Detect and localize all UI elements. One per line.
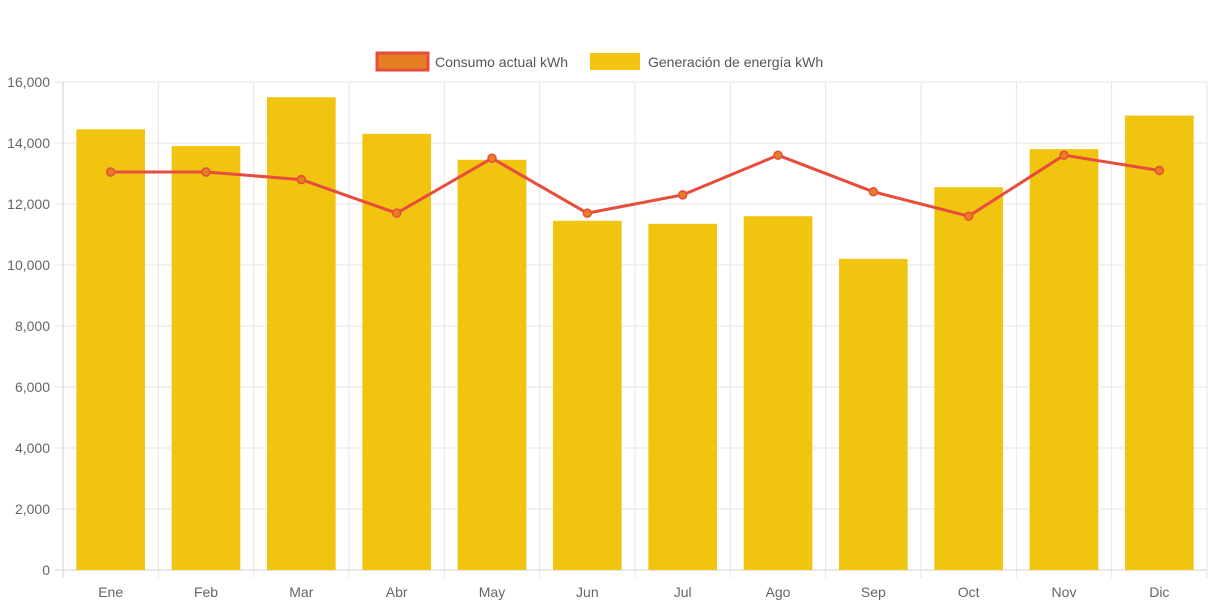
bar-generacion-feb[interactable] — [171, 146, 241, 571]
y-tick-label: 16,000 — [7, 74, 50, 90]
y-tick-label: 2,000 — [15, 501, 50, 517]
bar-generacion-ago[interactable] — [743, 216, 813, 570]
x-tick-label: Abr — [386, 584, 408, 600]
point-consumo-oct[interactable] — [963, 211, 974, 221]
point-consumo-may[interactable] — [487, 153, 497, 163]
x-tick-label: May — [479, 584, 505, 600]
y-tick-label: 0 — [42, 562, 50, 578]
y-tick-label: 8,000 — [15, 318, 50, 334]
x-tick-label: Oct — [958, 584, 980, 600]
x-tick-label: Jun — [576, 584, 599, 600]
bar-generacion-sep[interactable] — [839, 258, 908, 570]
legend-swatch-consumo — [375, 51, 430, 72]
point-consumo-feb[interactable] — [201, 167, 211, 177]
bar-generacion-oct[interactable] — [934, 187, 1003, 570]
x-tick-label: Jul — [674, 584, 692, 600]
x-tick-label: Ene — [98, 584, 123, 600]
grid-lines — [55, 81, 1208, 578]
y-tick-label: 14,000 — [7, 135, 50, 151]
x-tick-label: Ago — [766, 584, 791, 600]
legend-item-consumo[interactable]: Consumo actual kWh — [375, 51, 568, 72]
y-axis: 0 2,000 4,000 6,000 8,000 10,000 12,000 14,000 1… — [7, 74, 50, 578]
x-axis: Ene Feb Mar Abr May Jun Jul Ago Sep Oct Nov Dic — [98, 584, 1169, 600]
x-tick-label: Nov — [1052, 584, 1077, 600]
point-consumo-nov[interactable] — [1059, 150, 1069, 160]
bar-generacion-ene[interactable] — [76, 129, 145, 570]
point-consumo-ago[interactable] — [773, 150, 783, 160]
point-consumo-dic[interactable] — [1154, 165, 1165, 176]
legend: Consumo actual kWh Generación de energía… — [375, 51, 823, 72]
point-consumo-jun[interactable] — [582, 208, 593, 218]
bar-generacion-nov[interactable] — [1029, 149, 1099, 570]
x-tick-label: Sep — [861, 584, 886, 600]
y-tick-label: 10,000 — [7, 257, 50, 273]
point-consumo-sep[interactable] — [868, 187, 879, 197]
bar-series — [76, 97, 1194, 571]
legend-swatch-generacion — [590, 53, 640, 70]
bar-generacion-mar[interactable] — [267, 97, 336, 570]
legend-label-generacion: Generación de energía kWh — [648, 54, 823, 70]
y-tick-label: 4,000 — [15, 440, 50, 456]
point-consumo-ene[interactable] — [105, 167, 116, 177]
bar-generacion-may[interactable] — [457, 159, 527, 570]
point-consumo-jul[interactable] — [677, 190, 688, 200]
x-tick-label: Feb — [194, 584, 218, 600]
y-tick-label: 6,000 — [15, 379, 50, 395]
bar-generacion-dic[interactable] — [1125, 115, 1194, 571]
point-consumo-abr[interactable] — [391, 208, 402, 218]
legend-item-generacion[interactable]: Generación de energía kWh — [590, 53, 823, 70]
bar-generacion-jul[interactable] — [648, 223, 717, 570]
line-series — [105, 150, 1165, 221]
x-tick-label: Dic — [1149, 584, 1169, 600]
legend-label-consumo: Consumo actual kWh — [435, 54, 568, 70]
y-tick-label: 12,000 — [7, 196, 50, 212]
bar-generacion-jun[interactable] — [553, 220, 622, 570]
line-consumo — [110, 153, 1160, 218]
x-tick-label: Mar — [289, 584, 313, 600]
point-consumo-mar[interactable] — [296, 174, 307, 185]
